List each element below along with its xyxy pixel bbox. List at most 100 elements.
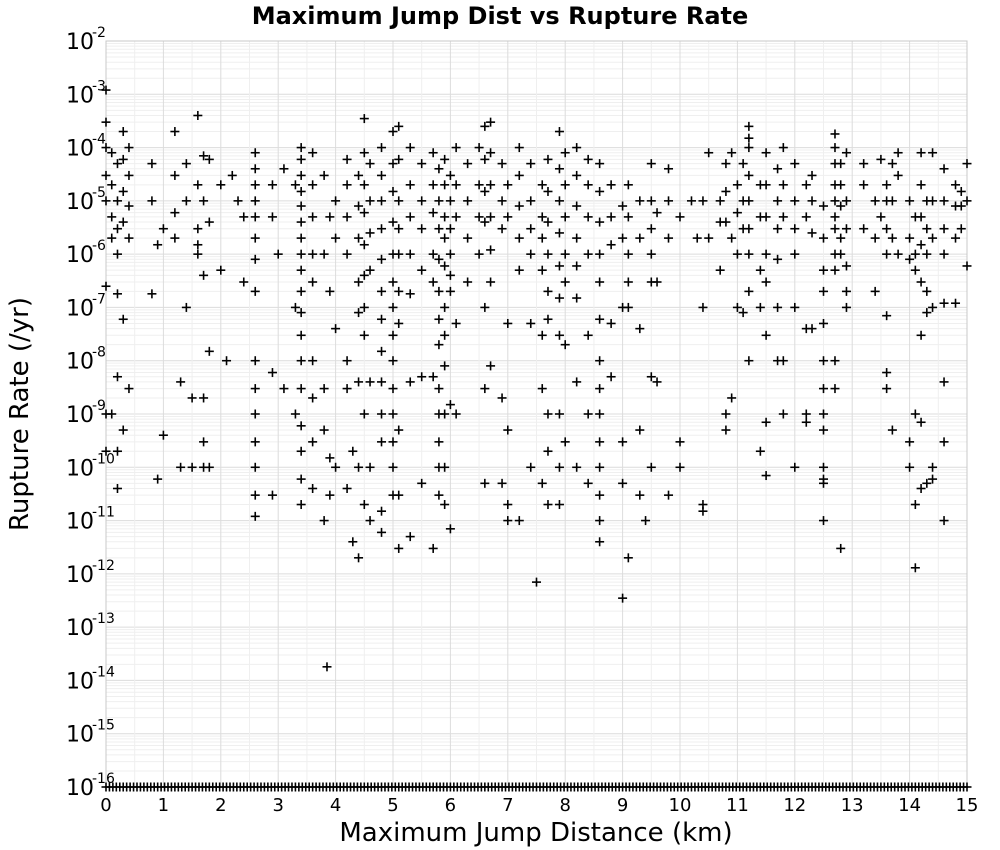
data-point — [732, 208, 742, 218]
y-tick-base: 10 — [66, 137, 94, 162]
data-point — [572, 201, 582, 211]
y-tick-base: 10 — [66, 83, 94, 108]
data-point — [250, 212, 260, 222]
data-point — [388, 384, 398, 394]
data-point — [554, 127, 564, 137]
data-point — [308, 437, 318, 447]
data-point — [836, 159, 846, 169]
data-point — [882, 180, 892, 190]
data-point — [910, 563, 920, 573]
data-point — [118, 314, 128, 324]
data-point — [486, 212, 496, 222]
y-tick-base: 10 — [66, 563, 94, 588]
data-point — [761, 148, 771, 158]
data-point — [394, 154, 404, 164]
data-point — [830, 129, 840, 139]
data-point — [118, 217, 128, 227]
data-point — [807, 196, 817, 206]
data-point — [359, 114, 369, 124]
data-point — [732, 302, 742, 312]
data-point — [664, 233, 674, 243]
data-point — [445, 224, 455, 234]
data-point — [331, 196, 341, 206]
data-point — [112, 196, 122, 206]
data-point — [606, 180, 616, 190]
data-point — [388, 277, 398, 287]
x-tick-label: 12 — [783, 795, 806, 816]
y-tick-exponent: -15 — [92, 718, 115, 734]
data-point — [250, 254, 260, 264]
data-point — [951, 298, 961, 308]
data-point — [532, 577, 541, 587]
data-point — [537, 478, 547, 488]
data-point — [440, 361, 450, 371]
data-point — [618, 593, 628, 603]
data-point — [486, 148, 496, 158]
y-tick-label: 10-9 — [66, 398, 106, 428]
data-point — [440, 330, 450, 340]
data-point — [819, 516, 828, 526]
data-point — [606, 318, 616, 328]
data-point — [916, 148, 926, 158]
data-point — [887, 233, 897, 243]
data-point — [618, 437, 628, 447]
data-point — [296, 249, 306, 259]
data-point — [267, 180, 277, 190]
y-axis-ticks: 10-210-310-410-510-610-710-810-910-1010-… — [66, 25, 115, 801]
data-point — [359, 208, 369, 218]
data-point — [296, 154, 306, 164]
data-point — [922, 286, 932, 296]
data-point — [394, 490, 404, 500]
data-point — [181, 302, 191, 312]
data-point — [618, 233, 628, 243]
data-point — [554, 228, 564, 238]
data-point — [646, 196, 656, 206]
data-point — [279, 384, 289, 394]
data-point — [807, 228, 817, 238]
y-tick-exponent: -16 — [92, 771, 115, 787]
data-point — [181, 196, 191, 206]
data-point — [199, 393, 209, 403]
data-point — [543, 314, 553, 324]
data-point — [836, 233, 846, 243]
data-point — [486, 117, 496, 127]
data-point — [112, 159, 122, 169]
data-point — [193, 180, 203, 190]
data-point — [790, 159, 800, 169]
data-point — [486, 361, 496, 371]
y-tick-exponent: -4 — [92, 132, 106, 148]
data-point — [463, 233, 473, 243]
data-point — [801, 409, 811, 419]
x-tick-label: 13 — [841, 795, 864, 816]
data-point — [503, 180, 513, 190]
data-point — [554, 330, 564, 340]
data-point — [537, 384, 547, 394]
data-point — [807, 170, 817, 180]
data-point — [801, 417, 811, 427]
data-point — [359, 302, 369, 312]
data-point — [354, 170, 364, 180]
data-point — [595, 356, 605, 366]
data-point — [176, 462, 186, 472]
data-point — [595, 537, 605, 547]
data-point — [319, 170, 329, 180]
data-point — [819, 265, 828, 275]
data-point — [497, 159, 507, 169]
data-point — [124, 233, 134, 243]
data-point — [951, 233, 961, 243]
data-point — [623, 553, 633, 563]
data-point — [417, 224, 427, 234]
data-point — [480, 302, 490, 312]
data-point — [962, 782, 972, 792]
data-point — [377, 377, 387, 387]
data-point — [296, 500, 306, 510]
data-point — [394, 318, 404, 328]
data-point — [417, 478, 427, 488]
data-point — [773, 164, 783, 174]
data-point — [962, 196, 972, 206]
data-point — [801, 212, 811, 222]
data-point — [560, 437, 570, 447]
data-point — [193, 110, 203, 120]
data-point — [296, 474, 306, 484]
data-point — [543, 409, 553, 419]
